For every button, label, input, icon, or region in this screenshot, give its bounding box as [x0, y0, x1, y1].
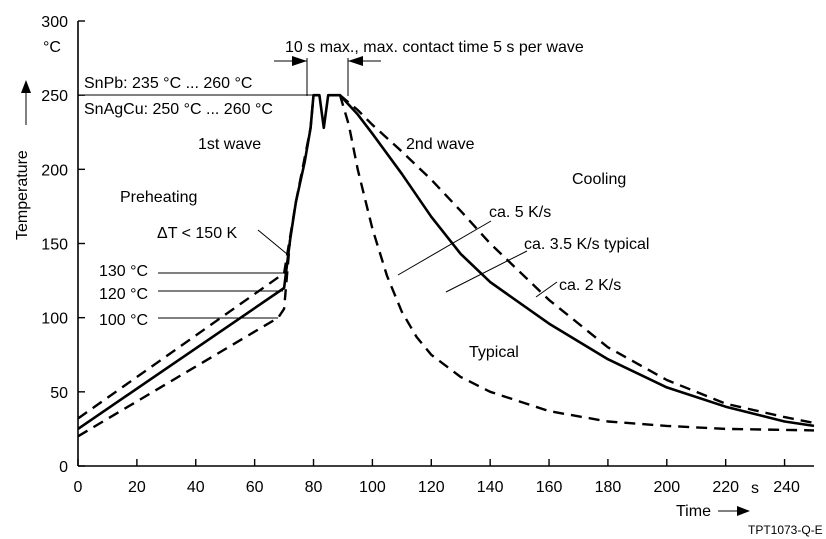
first-wave-label: 1st wave — [198, 136, 261, 153]
second-wave-label: 2nd wave — [406, 136, 475, 153]
dashed-profile-line-1 — [77, 95, 315, 420]
x-tick-label: 200 — [653, 479, 680, 496]
cooling-label: Cooling — [572, 171, 626, 188]
y-tick-label: 100 — [41, 311, 68, 328]
snagcu-label: SnAgCu: 250 °C ... 260 °C — [84, 101, 273, 118]
y-unit-label: °C — [43, 39, 61, 56]
delta-t-leader — [257, 229, 288, 255]
x-tick-label: 40 — [187, 479, 205, 496]
x-tick-label: 60 — [246, 479, 264, 496]
typical-label: Typical — [469, 344, 519, 361]
preheating-label: Preheating — [120, 189, 197, 206]
temp-130-label: 130 °C — [99, 263, 148, 280]
dwell-time-label: 10 s max., max. contact time 5 s per wav… — [285, 39, 584, 56]
rate-3-5-label: ca. 3.5 K/s typical — [524, 236, 649, 253]
x-tick-label: 0 — [74, 479, 83, 496]
x-title-arrowhead — [737, 506, 750, 516]
x-axis-title: Time — [676, 503, 711, 520]
dashed-profile-line-3 — [339, 94, 815, 425]
axes-layer: 0 20 40 60 80 100 120 140 160 180 200 220 240 0 50 100 1… — [41, 14, 814, 496]
y-tick-label: 250 — [41, 88, 68, 105]
rate-5-label: ca. 5 K/s — [489, 204, 551, 221]
x-tick-label: 80 — [305, 479, 323, 496]
dwell-right-arrowhead — [348, 56, 363, 66]
y-tick-label: 150 — [41, 237, 68, 254]
x-tick-label: 140 — [477, 479, 504, 496]
leader-lines — [21, 56, 750, 516]
rate-3-5-leader — [445, 250, 528, 293]
y-tick-label: 0 — [59, 459, 68, 476]
x-unit-label: s — [751, 480, 759, 497]
x-tick-label: 220 — [712, 479, 739, 496]
snpb-label: SnPb: 235 °C ... 260 °C — [84, 75, 252, 92]
dwell-left-arrowhead — [292, 56, 307, 66]
temp-100-label: 100 °C — [99, 312, 148, 329]
x-tick-label: 240 — [773, 479, 800, 496]
x-tick-label: 100 — [359, 479, 386, 496]
y-axis-title: Temperature — [14, 150, 31, 240]
rate-2-label: ca. 2 K/s — [559, 277, 621, 294]
y-tick-label: 300 — [41, 14, 68, 31]
rate-5-leader — [397, 220, 492, 276]
x-tick-label: 20 — [128, 479, 146, 496]
y-tick-label: 200 — [41, 162, 68, 179]
y-tick-label: 50 — [50, 385, 68, 402]
x-tick-label: 120 — [418, 479, 445, 496]
temp-120-label: 120 °C — [99, 286, 148, 303]
figure-code-label: TPT1073-Q-E — [748, 523, 823, 537]
rate-2-leader — [535, 281, 558, 298]
delta-t-label: ΔT < 150 K — [157, 225, 238, 242]
dashed-profile-line-2 — [77, 240, 292, 438]
dashed-profile-line-4 — [338, 94, 815, 432]
x-tick-label: 180 — [595, 479, 622, 496]
series-layer — [77, 93, 815, 438]
x-tick-label: 160 — [536, 479, 563, 496]
y-title-arrowhead — [21, 80, 31, 93]
